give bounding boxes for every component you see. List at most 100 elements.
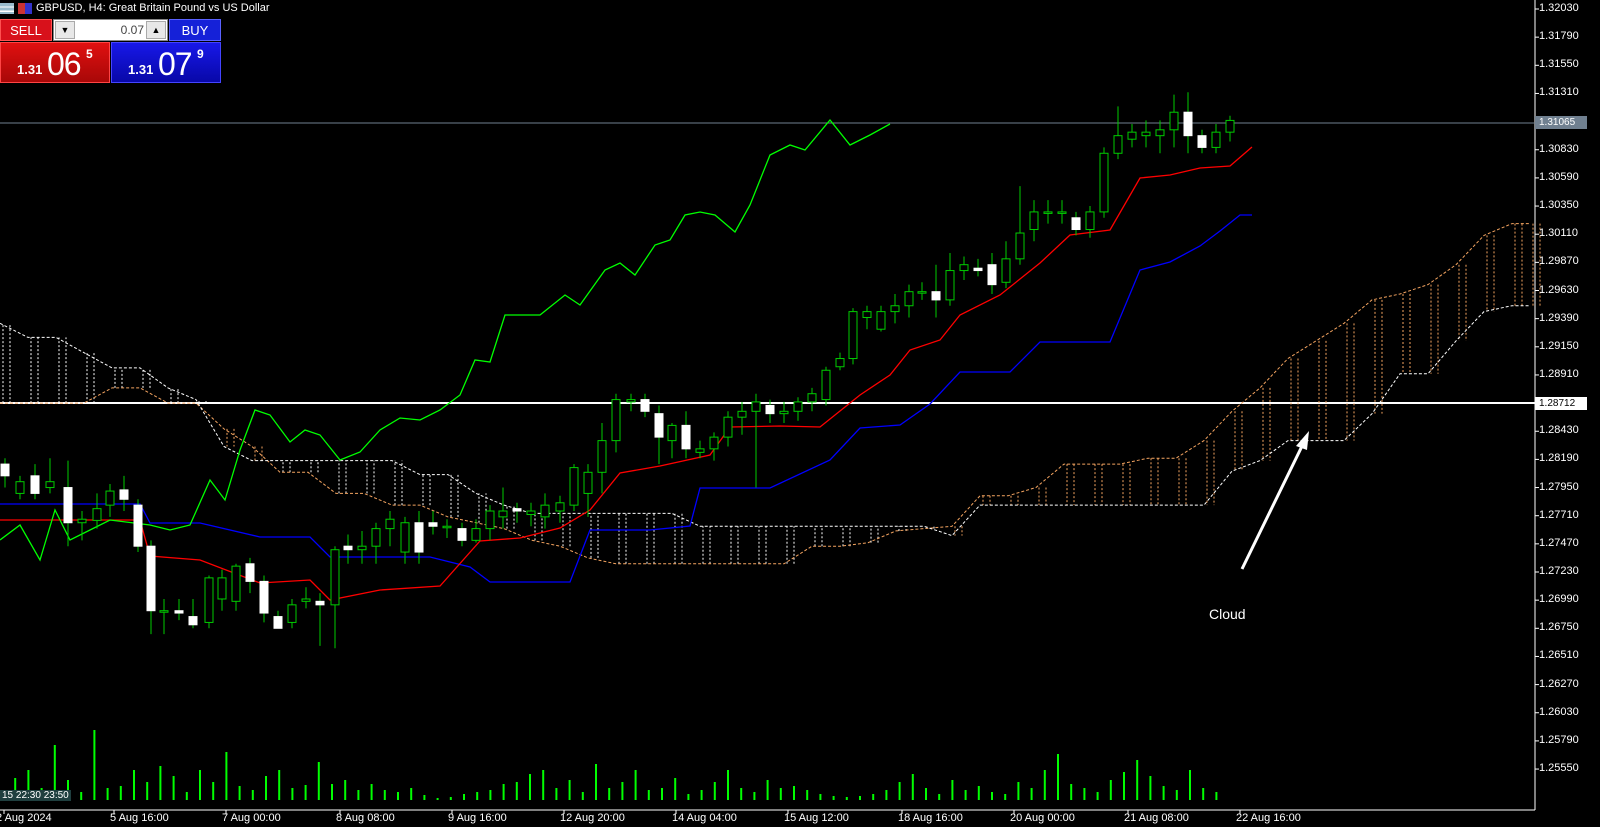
- symbol-title: GBPUSD, H4: Great Britain Pound vs US Do…: [36, 2, 270, 14]
- time-tick-label: 15 Aug 12:00: [784, 812, 849, 824]
- bear-candle: [681, 424, 691, 450]
- bull-candle: [1169, 111, 1179, 131]
- price-tick-label: 1.29390: [1539, 311, 1579, 324]
- bull-candle: [15, 481, 25, 494]
- time-tick-label: 8 Aug 08:00: [336, 812, 395, 824]
- bull-candle: [371, 528, 381, 547]
- price-tick-label: 1.28910: [1539, 367, 1579, 380]
- bull-candle: [848, 311, 858, 360]
- bear-candle: [987, 264, 997, 286]
- chart-menu-icon[interactable]: [0, 2, 14, 14]
- price-tick-label: 1.31310: [1539, 86, 1579, 99]
- bull-candle: [737, 410, 747, 418]
- bull-candle: [1211, 131, 1221, 148]
- bear-candle: [0, 463, 10, 477]
- time-tick-label: 9 Aug 16:00: [448, 812, 507, 824]
- bear-candle: [457, 528, 467, 541]
- bull-candle: [385, 518, 395, 530]
- lot-decrease-icon[interactable]: ▼: [55, 21, 75, 39]
- bull-candle: [597, 440, 607, 473]
- bull-candle: [917, 291, 927, 294]
- bull-candle: [1057, 211, 1067, 214]
- buy-button[interactable]: BUY: [169, 19, 221, 41]
- price-tick-label: 1.29870: [1539, 255, 1579, 268]
- price-tick-label: 1.29150: [1539, 339, 1579, 352]
- time-tick-label: 14 Aug 04:00: [672, 812, 737, 824]
- bull-candle: [357, 545, 367, 551]
- chart-header: GBPUSD, H4: Great Britain Pound vs US Do…: [0, 0, 270, 16]
- bull-candle: [159, 610, 169, 613]
- bull-candle: [626, 399, 636, 403]
- bull-candle: [1141, 131, 1151, 137]
- bull-candle: [45, 481, 55, 489]
- time-tick-label: 21 Aug 08:00: [1124, 812, 1189, 824]
- bear-candle: [315, 600, 325, 606]
- price-tick-label: 1.26750: [1539, 621, 1579, 634]
- price-tick-label: 1.30350: [1539, 199, 1579, 212]
- sell-quote[interactable]: 1.31 06 5: [0, 42, 110, 83]
- bull-candle: [77, 518, 87, 524]
- bear-candle: [512, 508, 522, 512]
- bear-candle: [765, 404, 775, 415]
- bear-candle: [119, 489, 129, 500]
- price-tick-label: 1.26270: [1539, 677, 1579, 690]
- tenkan-sen-line: [0, 146, 1253, 601]
- bear-candle: [640, 399, 650, 412]
- lot-size-control[interactable]: ▼ ▲: [53, 19, 168, 41]
- symbol-icon: [18, 2, 32, 14]
- bull-candle: [793, 401, 803, 412]
- lot-size-input[interactable]: [78, 21, 146, 39]
- bull-candle: [1015, 232, 1025, 260]
- time-tick-label: 20 Aug 00:00: [1010, 812, 1075, 824]
- price-tick-label: 1.32030: [1539, 2, 1579, 14]
- cloud-annotation: Cloud: [1209, 606, 1246, 622]
- bull-candle: [835, 358, 845, 368]
- bull-candle: [904, 291, 914, 307]
- bear-candle: [174, 610, 184, 614]
- bull-candle: [105, 490, 115, 506]
- bull-candle: [204, 577, 214, 623]
- price-tick-label: 1.27950: [1539, 480, 1579, 493]
- price-tick-label: 1.26990: [1539, 593, 1579, 606]
- bull-candle: [231, 565, 241, 602]
- kijun-sen-line: [0, 214, 1252, 583]
- bull-candle: [1029, 211, 1039, 231]
- price-tick-label: 1.25550: [1539, 762, 1579, 775]
- annotation-arrowhead: [1296, 431, 1309, 450]
- bear-candle: [273, 616, 283, 629]
- price-tick-label: 1.31790: [1539, 30, 1579, 43]
- bear-candle: [931, 291, 941, 301]
- bull-candle: [751, 401, 761, 412]
- time-tick-label: 12 Aug 20:00: [560, 812, 625, 824]
- bull-candle: [807, 393, 817, 403]
- time-tick-label: 22 Aug 16:00: [1236, 812, 1301, 824]
- bull-candle: [583, 471, 593, 494]
- bear-candle: [1183, 111, 1193, 137]
- senkou-span-a: [0, 223, 1530, 565]
- bull-candle: [1113, 135, 1123, 154]
- bull-candle: [1085, 211, 1095, 231]
- bull-candle: [862, 311, 872, 318]
- price-tick-label: 1.27230: [1539, 565, 1579, 577]
- time-tick-label: 7 Aug 00:00: [222, 812, 281, 824]
- time-tick-label: 2 Aug 2024: [0, 812, 52, 824]
- bull-candle: [1225, 119, 1235, 133]
- bear-candle: [133, 504, 143, 547]
- bull-candle: [330, 549, 340, 606]
- price-tick-label: 1.28190: [1539, 452, 1579, 465]
- bear-candle: [1071, 217, 1081, 231]
- price-tick-label: 1.30830: [1539, 142, 1579, 155]
- lot-increase-icon[interactable]: ▲: [146, 21, 166, 39]
- bear-candle: [245, 563, 255, 582]
- price-tick-label: 1.29630: [1539, 283, 1579, 296]
- price-tick-label: 1.31550: [1539, 58, 1579, 71]
- bull-candle: [400, 522, 410, 553]
- sell-button[interactable]: SELL: [0, 19, 52, 41]
- bear-candle: [30, 475, 40, 494]
- buy-quote[interactable]: 1.31 07 9: [111, 42, 221, 83]
- price-tick-label: 1.26510: [1539, 649, 1579, 662]
- bear-candle: [343, 545, 353, 551]
- bull-candle: [498, 510, 508, 518]
- price-tick-label: 1.30590: [1539, 170, 1579, 183]
